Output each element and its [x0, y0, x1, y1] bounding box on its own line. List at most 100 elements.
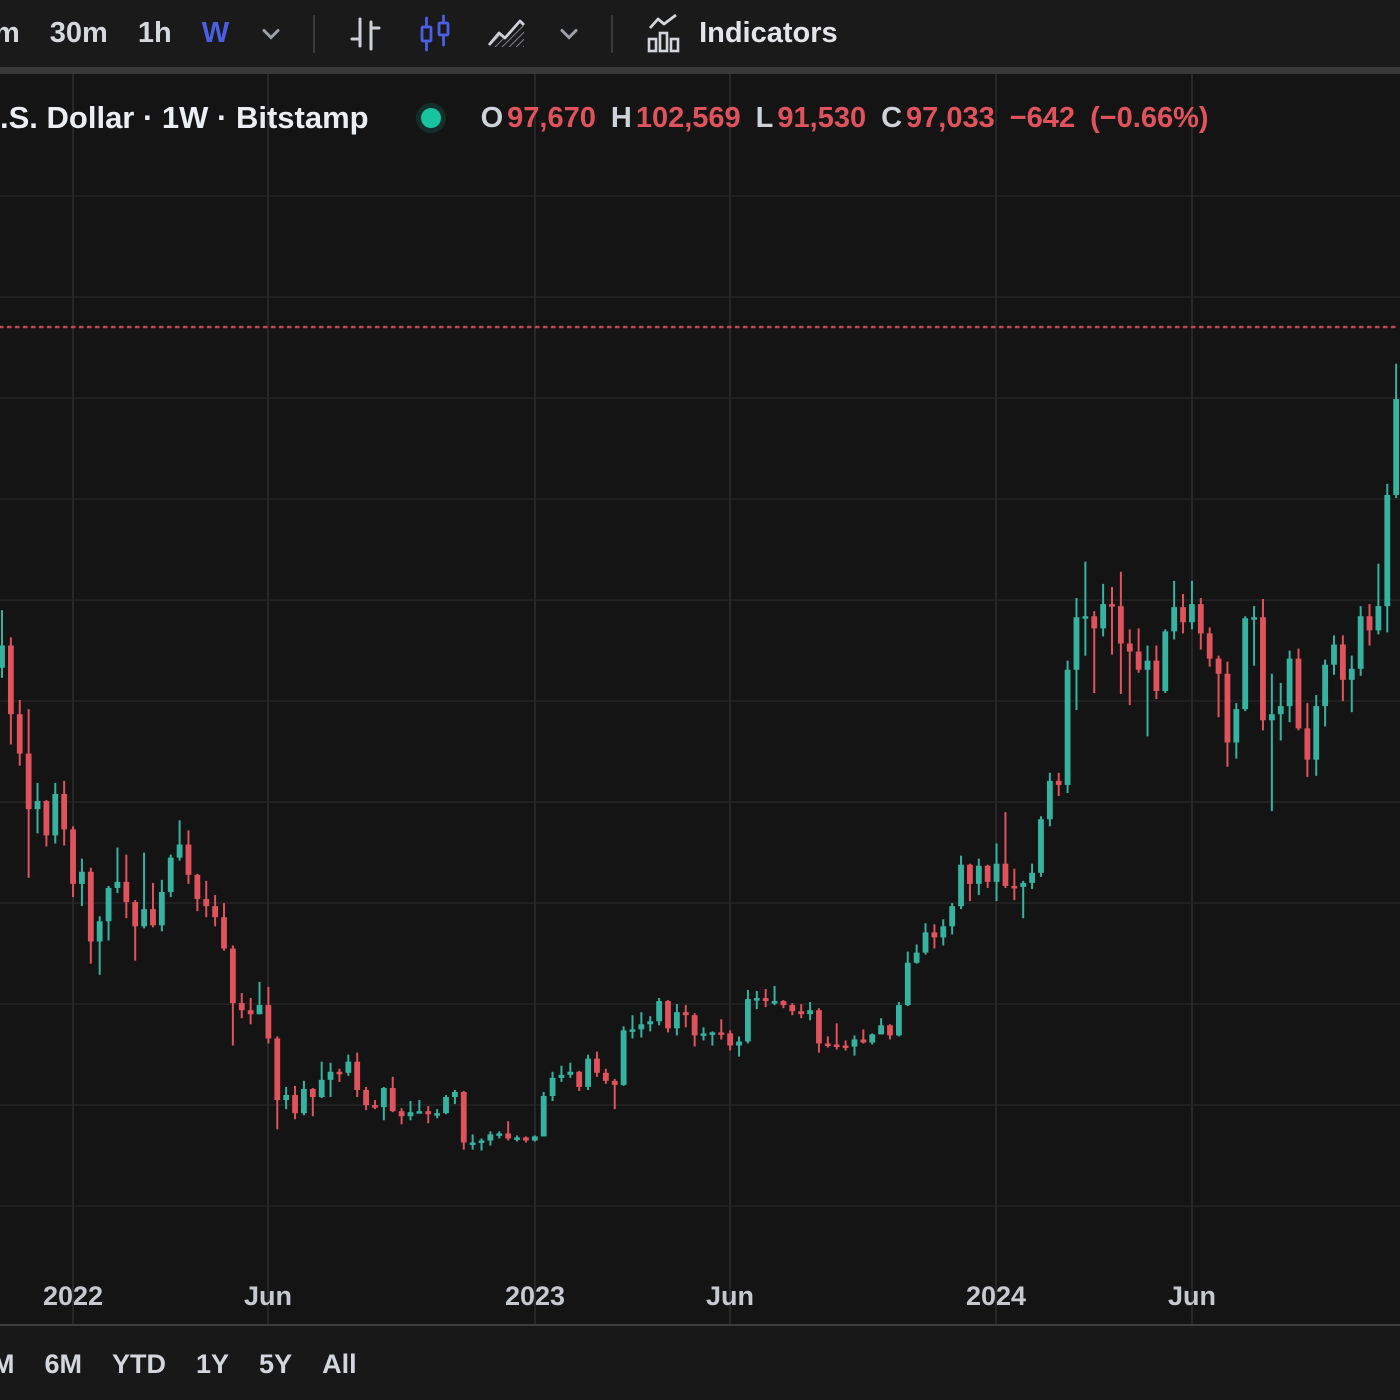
candle — [1233, 703, 1240, 759]
candle — [878, 1018, 885, 1035]
candle — [1313, 695, 1320, 776]
low-value: 91,530 — [777, 101, 867, 134]
candle — [984, 864, 991, 888]
candle — [727, 1030, 734, 1051]
candle — [558, 1065, 565, 1082]
high-value: 102,569 — [635, 101, 741, 134]
range-button-ytd[interactable]: YTD — [112, 1348, 167, 1379]
range-button-m[interactable]: M — [0, 1348, 15, 1379]
time-axis-label[interactable]: 2024 — [965, 1281, 1027, 1311]
range-toolbar: M 6M YTD 1Y 5Y All — [0, 1324, 1400, 1400]
candle — [443, 1095, 449, 1115]
indicators-icon — [647, 13, 680, 52]
timeframe-1h[interactable]: 1h — [137, 17, 172, 49]
candles-chart-type-icon[interactable] — [415, 14, 455, 54]
candle — [1375, 563, 1382, 635]
candle — [203, 880, 210, 918]
timeframe-30m[interactable]: 30m — [49, 17, 108, 49]
candle — [416, 1100, 423, 1114]
candle — [1171, 580, 1178, 640]
candle — [567, 1062, 574, 1078]
candle — [1277, 682, 1284, 741]
ohlc-values: O 97,670 H 102,569 L 91,530 C 97,033 −642 (−… — [481, 102, 1209, 135]
chevron-down-icon[interactable] — [259, 22, 283, 46]
symbol-title[interactable]: .S. Dollar · 1W · Bitstamp — [0, 100, 369, 135]
candle — [1251, 606, 1257, 666]
candle — [1153, 645, 1160, 700]
symbol-legend: .S. Dollar · 1W · Bitstamp O 97,670 H 102,… — [0, 100, 1209, 136]
candle — [265, 986, 272, 1044]
candle — [1366, 604, 1373, 646]
candle — [780, 1000, 787, 1009]
candle — [150, 882, 156, 928]
candle — [700, 1027, 707, 1041]
timeframe-1w-active[interactable]: W — [201, 17, 230, 49]
candle — [61, 780, 68, 846]
candle — [895, 1002, 902, 1037]
candle — [460, 1090, 467, 1150]
candle — [1215, 655, 1222, 718]
bars-chart-type-icon[interactable] — [345, 14, 385, 54]
candle — [940, 919, 947, 946]
candle — [594, 1051, 600, 1077]
price-chart[interactable] — [0, 74, 1400, 1324]
candle — [718, 1019, 725, 1040]
time-axis-label[interactable]: 2022 — [42, 1281, 104, 1311]
area-chart-type-icon[interactable] — [485, 14, 527, 54]
range-button-1y[interactable]: 1Y — [196, 1348, 230, 1379]
candle — [620, 1026, 627, 1086]
candle — [1091, 611, 1098, 693]
candle — [931, 924, 938, 949]
toolbar-separator — [313, 14, 316, 53]
candle — [531, 1135, 538, 1142]
time-axis-label[interactable]: Jun — [1167, 1281, 1217, 1311]
candle — [451, 1089, 458, 1105]
candle — [96, 916, 103, 975]
candle — [656, 998, 663, 1026]
candle — [70, 826, 76, 898]
close-label: C — [881, 101, 903, 134]
candle — [833, 1023, 840, 1050]
candle — [869, 1033, 876, 1045]
candle — [1357, 606, 1364, 676]
candle — [478, 1138, 485, 1151]
candle — [1029, 863, 1035, 889]
high-label: H — [610, 101, 632, 134]
candle — [691, 1013, 698, 1047]
v-gridlines — [72, 74, 1193, 1324]
candle — [309, 1087, 316, 1117]
candle — [1260, 599, 1266, 731]
time-axis-label[interactable]: Jun — [243, 1281, 293, 1311]
low-label: L — [755, 101, 774, 134]
candle — [709, 1031, 716, 1046]
candle — [807, 1002, 813, 1021]
candle — [958, 855, 964, 910]
range-button-5y[interactable]: 5Y — [259, 1348, 293, 1379]
candle — [7, 637, 14, 745]
range-button-6m[interactable]: 6M — [44, 1348, 83, 1379]
candle — [407, 1101, 414, 1121]
candle — [283, 1086, 290, 1110]
time-axis-label[interactable]: 2023 — [504, 1281, 566, 1311]
candle — [229, 945, 236, 1046]
candle — [1331, 635, 1337, 675]
candle — [1126, 629, 1133, 706]
candle — [380, 1086, 387, 1121]
candle — [247, 998, 254, 1025]
candle — [753, 990, 760, 1010]
range-button-all[interactable]: All — [322, 1348, 357, 1379]
candle — [745, 989, 751, 1044]
candle — [34, 782, 41, 834]
candle — [922, 923, 929, 955]
timeframe-partial-m[interactable]: m — [0, 17, 20, 49]
candle — [967, 863, 973, 902]
candle — [1144, 645, 1151, 737]
time-axis-label[interactable]: Jun — [705, 1281, 755, 1311]
indicators-button[interactable]: Indicators — [643, 13, 838, 55]
candle — [514, 1135, 520, 1142]
chevron-down-icon[interactable] — [557, 22, 581, 46]
candle — [1082, 561, 1089, 656]
candle — [540, 1091, 547, 1137]
candle — [949, 903, 956, 935]
